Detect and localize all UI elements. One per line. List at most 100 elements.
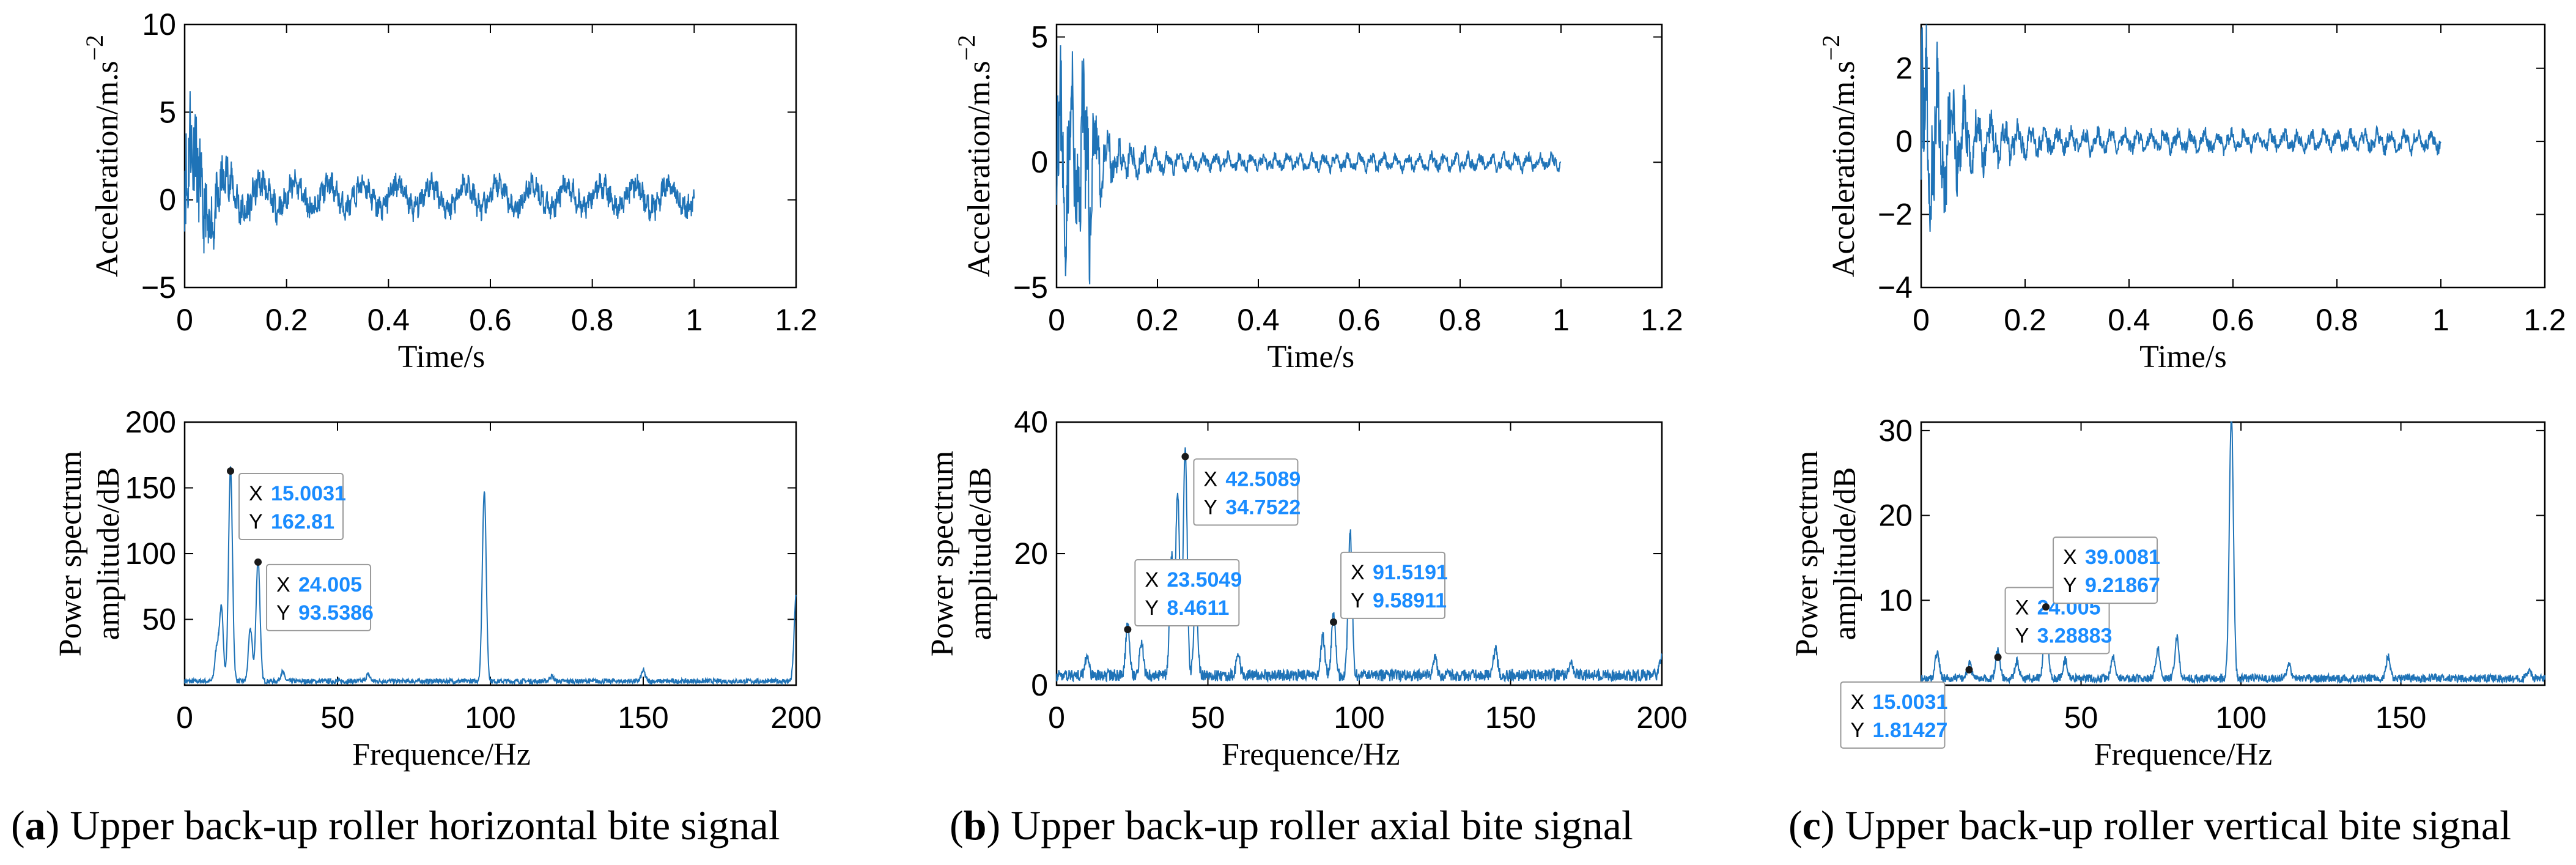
panel-a-time-xtick-label: 0.8	[571, 303, 614, 337]
panel-c-spectrum-datatip-x-key: X	[2015, 596, 2029, 619]
panel-c-time-ytick-label: 2	[1895, 51, 1913, 86]
panel-b-time-xtick-label: 0	[1048, 303, 1065, 337]
panel-c-time-xtick-label: 1.2	[2523, 303, 2566, 337]
panel-a-spectrum-datatip-x-key: X	[249, 482, 263, 505]
panel-c-spectrum-datatip-y-value: 1.81427	[1872, 719, 1947, 742]
panel-a-time-xtick-label: 0.2	[265, 303, 308, 337]
caption-a: (a) Upper back-up roller horizontal bite…	[11, 802, 780, 848]
panel-c-spectrum-datatip-marker	[1994, 653, 2002, 661]
panel-a-spectrum-datatip-y-key: Y	[249, 510, 263, 533]
panel-c-time-xtick-label: 0.4	[2108, 303, 2150, 337]
panel-a-time-axes-box	[183, 23, 797, 289]
panel-b-time-ylabel: Acceleration/m.s−2	[953, 35, 997, 277]
panel-c-spectrum-datatip-box	[1840, 681, 1946, 749]
panel-c-time-series-line	[1921, 24, 2441, 232]
panel-a-spectrum-xtick-label: 200	[770, 700, 821, 735]
panel-b-spectrum-ytick-label: 0	[1031, 668, 1048, 702]
panel-a-spectrum-datatip-y-value: 162.81	[271, 510, 334, 533]
panel-c-spectrum-datatip-y-key: Y	[2063, 574, 2077, 597]
panel-a-spectrum-ytick-label: 100	[125, 536, 176, 571]
panel-b-time-xtick-label: 0.8	[1439, 303, 1482, 337]
panel-b-time-series-line	[1056, 45, 1562, 284]
panel-b-spectrum-datatip-x-value: 23.5049	[1167, 568, 1242, 592]
panel-a-time-xtick-label: 0.6	[469, 303, 512, 337]
panel-b-time-ytick-label: 0	[1031, 145, 1048, 179]
panel-b-spectrum-datatip-y-value: 8.4611	[1167, 596, 1229, 620]
panel-b-time-ytick-label: −5	[1013, 270, 1048, 305]
panel-b-time-ylabel-sup: −2	[953, 35, 980, 61]
panel-b-spectrum-datatip-y-value: 34.7522	[1225, 496, 1301, 519]
panel-b-time-xtick-label: 1.2	[1640, 303, 1683, 337]
panel-b-spectrum-datatip-x-value: 91.5191	[1373, 561, 1448, 584]
panel-b-spectrum-datatip-x-key: X	[1145, 568, 1159, 592]
panel-c-spectrum-xtick-label: 100	[2215, 700, 2266, 735]
panel-b-spectrum-xtick-label: 100	[1334, 700, 1384, 735]
panel-a-time-ylabel-sup: −2	[81, 35, 108, 61]
panel-a-spectrum-ylabel-line2: amplitude/dB	[91, 467, 126, 640]
panel-b-time-xlabel: Time/s	[1268, 340, 1355, 374]
panel-c-spectrum-datatip-marker	[2042, 603, 2050, 611]
panel-c-spectrum-series-line	[1921, 421, 2545, 685]
panel-a-spectrum-datatip-marker	[254, 558, 262, 566]
panel-b-spectrum-xtick-label: 200	[1636, 700, 1687, 735]
panel-c-spectrum-datatip-y-key: Y	[1850, 719, 1864, 742]
panel-a-time-xtick-label: 1	[685, 303, 703, 337]
panel-a-spectrum-xtick-label: 100	[465, 700, 515, 735]
panel-c-spectrum-datatip-x-value: 39.0081	[2085, 546, 2160, 569]
panel-b-spectrum-datatip-y-key: Y	[1145, 596, 1159, 620]
panel-a-time-ytick-label: 5	[159, 95, 176, 129]
panel-a-spectrum-xtick-label: 150	[618, 700, 668, 735]
panel-c-time-xtick-label: 1	[2432, 303, 2449, 337]
caption-c-label: c	[1802, 802, 1821, 848]
panel-b-spectrum-datatip-marker	[1181, 453, 1189, 461]
panel-a-time-ylabel: Acceleration/m.s−2	[81, 35, 125, 277]
panel-c-spectrum-xtick-label: 50	[2064, 700, 2098, 735]
panel-a-spectrum-xlabel: Frequence/Hz	[352, 737, 531, 772]
panel-b-spectrum-datatip-box	[1193, 458, 1299, 526]
panel-b-spectrum-datatip-x-key: X	[1203, 467, 1217, 491]
panel-c-spectrum-datatip-x-key: X	[1850, 691, 1864, 714]
panel-c-spectrum-ylabel-line1: Power spectrum	[1790, 451, 1825, 656]
panel-c-time-xtick-label: 0.8	[2316, 303, 2358, 337]
panel-a-spectrum-datatip-x-value: 15.0031	[271, 482, 346, 505]
panel-b-spectrum-ylabel-line2: amplitude/dB	[963, 467, 998, 640]
panel-c-time-axes-box	[1920, 23, 2546, 289]
panel-b-spectrum-xtick-label: 150	[1485, 700, 1536, 735]
panel-c-time-ytick-label: 0	[1895, 124, 1913, 158]
panel-a-spectrum-ytick-label: 50	[142, 603, 176, 637]
panel-b-spectrum-ylabel-line1: Power spectrum	[925, 451, 960, 656]
panel-c-spectrum-datatip-x-key: X	[2063, 546, 2077, 569]
panel-b-spectrum-datatip-y-key: Y	[1203, 496, 1217, 519]
panel-b-spectrum-xlabel: Frequence/Hz	[1222, 737, 1400, 772]
panel-b-spectrum-datatip-box	[1340, 551, 1446, 619]
panel-c-time-ytick-label: −4	[1878, 270, 1913, 305]
panel-c-spectrum-ytick-label: 20	[1878, 499, 1913, 533]
panel-a-spectrum-datatip-marker	[227, 467, 235, 475]
panel-a-spectrum-datatip-box	[266, 563, 372, 631]
panel-c-time-ylabel-sup: −2	[1817, 35, 1845, 61]
caption-b: (b) Upper back-up roller axial bite sign…	[950, 802, 1633, 848]
panel-a-time-series-line	[184, 91, 695, 254]
panel-b-spectrum-ytick-label: 20	[1014, 536, 1048, 571]
panel-a-spectrum-datatip-box	[238, 472, 344, 540]
panel-b-spectrum-datatip-box	[1134, 559, 1240, 627]
caption-c-text: Upper back-up roller vertical bite signa…	[1834, 802, 2511, 848]
panel-b-spectrum-datatip-y-value: 9.58911	[1373, 589, 1447, 612]
panel-a-time-ytick-label: 10	[142, 7, 176, 42]
panel-c-spectrum-axes-box	[1920, 421, 2546, 686]
panel-c-spectrum-ylabel-line2: amplitude/dB	[1828, 467, 1862, 640]
panel-b-time-xtick-label: 0.4	[1237, 303, 1280, 337]
panel-c-spectrum-datatip-marker	[1965, 666, 1973, 674]
panel-b-spectrum-xtick-label: 50	[1191, 700, 1225, 735]
panel-c-time-xtick-label: 0	[1913, 303, 1930, 337]
panel-a-spectrum-datatip-y-value: 93.5386	[298, 601, 374, 625]
panel-b-spectrum-datatip-x-key: X	[1351, 561, 1365, 584]
panel-b-spectrum-datatip-marker	[1124, 626, 1132, 634]
panel-a-spectrum-ylabel-line1: Power spectrum	[53, 451, 88, 656]
panel-a-spectrum-axes-box	[183, 421, 797, 686]
panel-a-time-ytick-label: −5	[141, 270, 176, 305]
panel-c-spectrum-datatip-y-key: Y	[2015, 624, 2029, 647]
panel-c-spectrum-xtick-label: 150	[2375, 700, 2426, 735]
panel-c-spectrum-ytick-label: 30	[1878, 414, 1913, 448]
